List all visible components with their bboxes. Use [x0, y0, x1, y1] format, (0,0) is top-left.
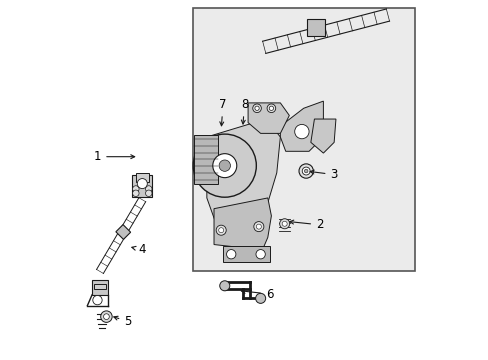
- Text: 2: 2: [289, 218, 323, 231]
- Polygon shape: [280, 101, 323, 151]
- Text: 5: 5: [114, 315, 131, 328]
- Circle shape: [255, 293, 265, 303]
- Text: 4: 4: [132, 243, 146, 256]
- Circle shape: [256, 224, 261, 229]
- Circle shape: [101, 311, 112, 322]
- Circle shape: [255, 249, 265, 259]
- Polygon shape: [247, 103, 289, 134]
- Circle shape: [219, 160, 230, 171]
- Polygon shape: [214, 198, 271, 250]
- Polygon shape: [223, 246, 269, 262]
- Polygon shape: [306, 19, 325, 36]
- Circle shape: [137, 179, 147, 189]
- Circle shape: [145, 190, 152, 197]
- Polygon shape: [116, 225, 130, 239]
- Circle shape: [269, 106, 273, 111]
- Text: 3: 3: [309, 168, 337, 181]
- Polygon shape: [310, 119, 335, 153]
- Circle shape: [304, 169, 307, 173]
- Circle shape: [218, 228, 223, 233]
- Text: 6: 6: [241, 288, 273, 301]
- Circle shape: [145, 186, 152, 192]
- Bar: [136, 173, 148, 182]
- Text: 8: 8: [240, 98, 248, 124]
- Circle shape: [252, 104, 261, 113]
- Bar: [193, 135, 218, 184]
- Circle shape: [282, 221, 286, 226]
- Circle shape: [219, 281, 229, 291]
- Circle shape: [132, 190, 139, 197]
- Bar: [92, 280, 108, 295]
- Circle shape: [298, 164, 313, 178]
- Circle shape: [212, 154, 236, 177]
- Circle shape: [193, 134, 256, 197]
- Circle shape: [302, 167, 309, 175]
- Circle shape: [132, 186, 139, 192]
- Circle shape: [266, 104, 275, 113]
- Circle shape: [294, 125, 308, 139]
- Bar: [132, 175, 152, 197]
- Bar: [93, 284, 106, 289]
- Circle shape: [254, 106, 259, 111]
- Text: 7: 7: [219, 98, 226, 126]
- Text: 1: 1: [94, 150, 134, 163]
- Circle shape: [103, 314, 109, 319]
- Polygon shape: [206, 119, 280, 234]
- Circle shape: [216, 225, 226, 235]
- Circle shape: [279, 219, 289, 229]
- Circle shape: [253, 222, 264, 231]
- Circle shape: [93, 296, 102, 305]
- Bar: [192, 8, 414, 271]
- Circle shape: [226, 249, 235, 259]
